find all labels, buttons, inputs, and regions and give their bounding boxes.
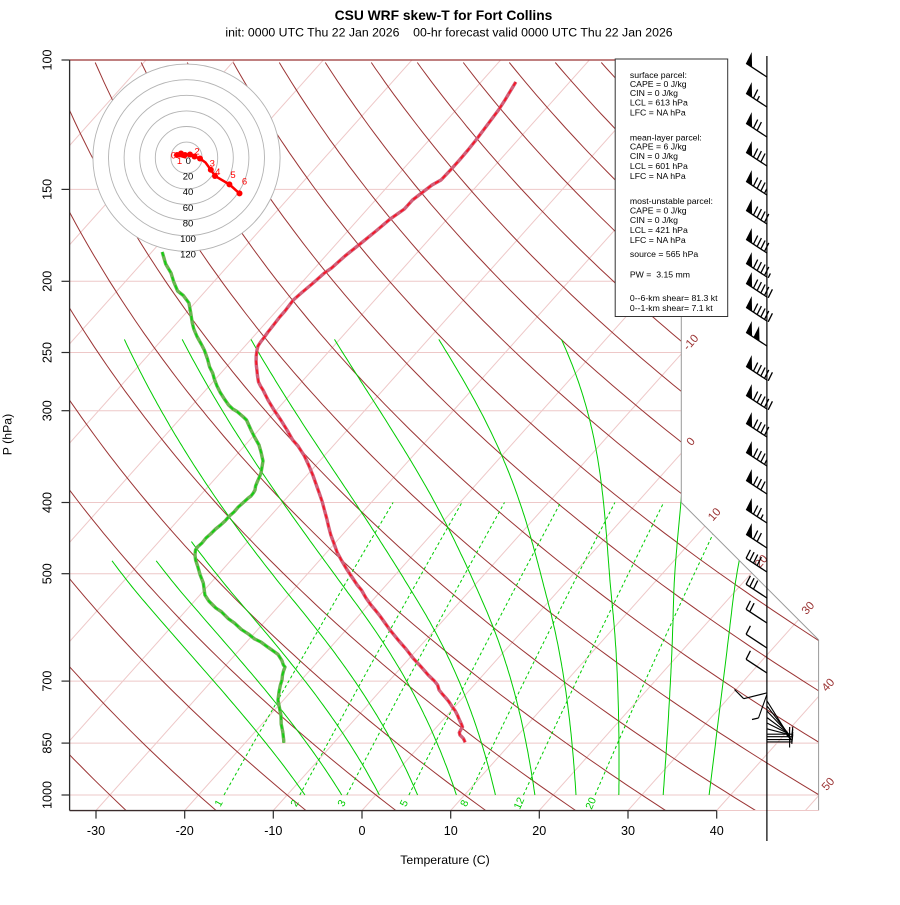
svg-text:250: 250 (40, 342, 54, 363)
svg-text:100: 100 (40, 49, 54, 70)
svg-text:100: 100 (180, 234, 196, 245)
svg-text:20: 20 (183, 172, 194, 183)
svg-text:LFC = NA hPa: LFC = NA hPa (630, 108, 686, 118)
svg-text:0--6-km shear= 81.3 kt: 0--6-km shear= 81.3 kt (630, 293, 718, 303)
svg-text:5: 5 (398, 798, 411, 809)
svg-text:Temperature (C): Temperature (C) (400, 853, 490, 867)
svg-text:source = 565 hPa: source = 565 hPa (630, 249, 699, 259)
svg-text:8: 8 (458, 798, 471, 809)
svg-text:120: 120 (180, 250, 196, 261)
svg-text:30: 30 (621, 824, 635, 838)
svg-text:CIN = 0 J/kg: CIN = 0 J/kg (630, 215, 678, 225)
svg-text:0: 0 (186, 156, 191, 167)
svg-text:LCL = 601 hPa: LCL = 601 hPa (630, 161, 688, 171)
svg-text:2: 2 (288, 798, 301, 809)
svg-text:0--1-km shear= 7.1 kt: 0--1-km shear= 7.1 kt (630, 303, 713, 313)
svg-text:10: 10 (444, 824, 458, 838)
svg-text:LFC = NA hPa: LFC = NA hPa (630, 235, 686, 245)
svg-text:40: 40 (710, 824, 724, 838)
svg-text:init: 0000 UTC Thu 22 Jan 2026: init: 0000 UTC Thu 22 Jan 2026 00-hr for… (225, 26, 672, 40)
svg-text:3: 3 (335, 798, 348, 809)
svg-text:mean-layer parcel:: mean-layer parcel: (630, 133, 702, 143)
svg-text:-30: -30 (87, 824, 105, 838)
svg-text:700: 700 (40, 671, 54, 692)
svg-text:-10: -10 (264, 824, 282, 838)
svg-text:-20: -20 (176, 824, 194, 838)
svg-text:CAPE = 6 J/kg: CAPE = 6 J/kg (630, 142, 687, 152)
svg-text:surface parcel:: surface parcel: (630, 70, 687, 80)
svg-text:CIN = 0 J/kg: CIN = 0 J/kg (630, 88, 678, 98)
svg-text:P (hPa): P (hPa) (1, 414, 15, 455)
svg-text:CIN = 0 J/kg: CIN = 0 J/kg (630, 151, 678, 161)
svg-text:CAPE = 0 J/kg: CAPE = 0 J/kg (630, 79, 687, 89)
svg-text:1: 1 (177, 156, 182, 167)
svg-text:0: 0 (358, 824, 365, 838)
svg-text:LFC = NA hPa: LFC = NA hPa (630, 171, 686, 181)
svg-text:150: 150 (40, 179, 54, 200)
svg-text:20: 20 (583, 796, 599, 812)
svg-text:LCL = 421 hPa: LCL = 421 hPa (630, 225, 688, 235)
svg-text:PW = 3.15 mm: PW = 3.15 mm (630, 270, 690, 280)
svg-text:0: 0 (171, 151, 176, 162)
svg-text:LCL = 613 hPa: LCL = 613 hPa (630, 97, 688, 107)
svg-text:400: 400 (40, 492, 54, 513)
svg-text:300: 300 (40, 400, 54, 421)
svg-text:3: 3 (210, 158, 215, 169)
svg-text:4: 4 (215, 167, 220, 178)
svg-text:1: 1 (212, 798, 225, 809)
svg-text:CAPE = 0 J/kg: CAPE = 0 J/kg (630, 205, 687, 215)
svg-text:12: 12 (512, 795, 528, 811)
svg-text:500: 500 (40, 563, 54, 584)
svg-text:80: 80 (183, 218, 194, 229)
svg-text:20: 20 (532, 824, 546, 838)
svg-text:most-unstable parcel:: most-unstable parcel: (630, 196, 713, 206)
svg-text:850: 850 (40, 733, 54, 754)
svg-text:CSU WRF skew-T for Fort Collin: CSU WRF skew-T for Fort Collins (335, 8, 553, 23)
svg-text:200: 200 (40, 271, 54, 292)
svg-text:6: 6 (242, 177, 247, 188)
svg-text:1000: 1000 (40, 781, 54, 809)
svg-text:40: 40 (183, 187, 194, 198)
svg-text:60: 60 (183, 203, 194, 214)
svg-text:2: 2 (194, 147, 199, 158)
svg-text:5: 5 (230, 170, 235, 181)
